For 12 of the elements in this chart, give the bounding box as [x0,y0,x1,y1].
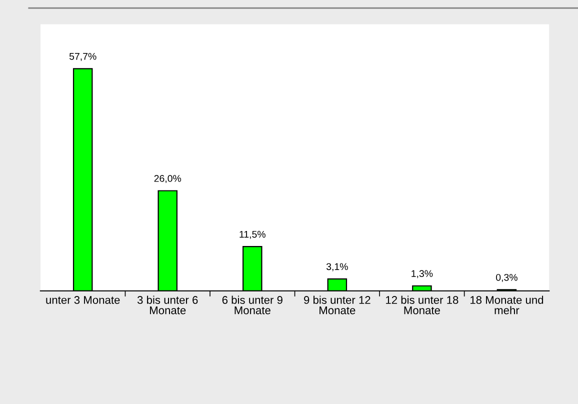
x-tick-label: unter 3 Monate [46,296,120,304]
data-label: 1,3% [412,270,433,278]
x-tick-label: 9 bis unter 12 Monate [304,296,370,314]
x-tick-label: 18 Monate und mehr [470,296,544,314]
x-tick-label: 12 bis unter 18 Monate [386,296,458,314]
data-label: 3,1% [326,263,348,272]
data-label: 0,3% [496,274,518,282]
data-label: 11,5% [240,230,266,239]
data-label: 57,7% [69,52,96,61]
x-tick-label: 3 bis unter 6 Monate [137,296,198,314]
data-label: 26,0% [154,175,182,184]
x-tick-label: 6 bis unter 9 Monate [222,296,282,314]
